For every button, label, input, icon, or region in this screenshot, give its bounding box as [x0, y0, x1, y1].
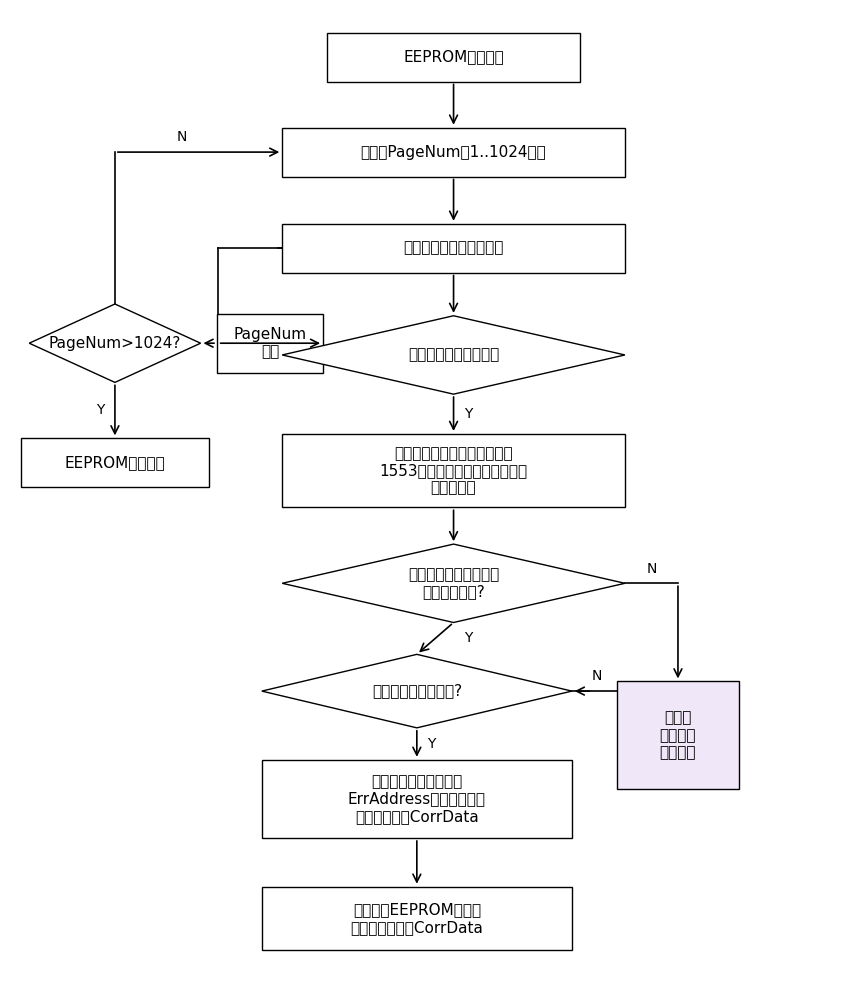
FancyBboxPatch shape: [282, 224, 625, 273]
Polygon shape: [262, 654, 572, 728]
Text: 地面设置允许自修复?: 地面设置允许自修复?: [371, 684, 462, 699]
FancyBboxPatch shape: [262, 760, 572, 838]
Text: 修改本机EEPROM错误地
址对应的数据为CorrData: 修改本机EEPROM错误地 址对应的数据为CorrData: [350, 902, 484, 935]
Text: 遥测下
传，等待
地面处理: 遥测下 传，等待 地面处理: [660, 710, 696, 760]
Text: 对当前页进行三取二检查: 对当前页进行三取二检查: [404, 241, 504, 256]
FancyBboxPatch shape: [327, 33, 580, 82]
Text: EEPROM检查开始: EEPROM检查开始: [403, 50, 504, 65]
Text: 读取响应包的错误地址
ErrAddress和错误地址对
应正确的数据CorrData: 读取响应包的错误地址 ErrAddress和错误地址对 应正确的数据CorrDa…: [348, 774, 486, 824]
Text: Y: Y: [464, 631, 473, 645]
Text: N: N: [646, 562, 657, 576]
FancyBboxPatch shape: [21, 438, 209, 487]
Text: 本机将诊断结果包组包，通过
1553总线发送至对方机，并等待
回复响应包: 本机将诊断结果包组包，通过 1553总线发送至对方机，并等待 回复响应包: [379, 446, 528, 495]
Polygon shape: [29, 304, 201, 382]
Text: PageNum>1024?: PageNum>1024?: [48, 336, 181, 351]
FancyBboxPatch shape: [617, 681, 740, 789]
FancyBboxPatch shape: [262, 887, 572, 950]
FancyBboxPatch shape: [217, 314, 323, 373]
Text: Y: Y: [96, 403, 105, 417]
Text: PageNum
累加: PageNum 累加: [234, 327, 307, 359]
Text: EEPROM检查结束: EEPROM检查结束: [65, 455, 165, 470]
Polygon shape: [282, 544, 625, 622]
FancyBboxPatch shape: [282, 128, 625, 177]
Polygon shape: [282, 316, 625, 394]
FancyBboxPatch shape: [282, 434, 625, 507]
Text: Y: Y: [464, 407, 473, 421]
Text: N: N: [177, 130, 188, 144]
Text: Y: Y: [428, 737, 436, 751]
Text: N: N: [591, 669, 602, 683]
Text: 当前页三取二检查异常: 当前页三取二检查异常: [408, 347, 499, 362]
Text: 页面号PageNum从1..1024循环: 页面号PageNum从1..1024循环: [360, 145, 547, 160]
Text: 判回复响应包修复标志
是否为可修复?: 判回复响应包修复标志 是否为可修复?: [408, 567, 499, 599]
